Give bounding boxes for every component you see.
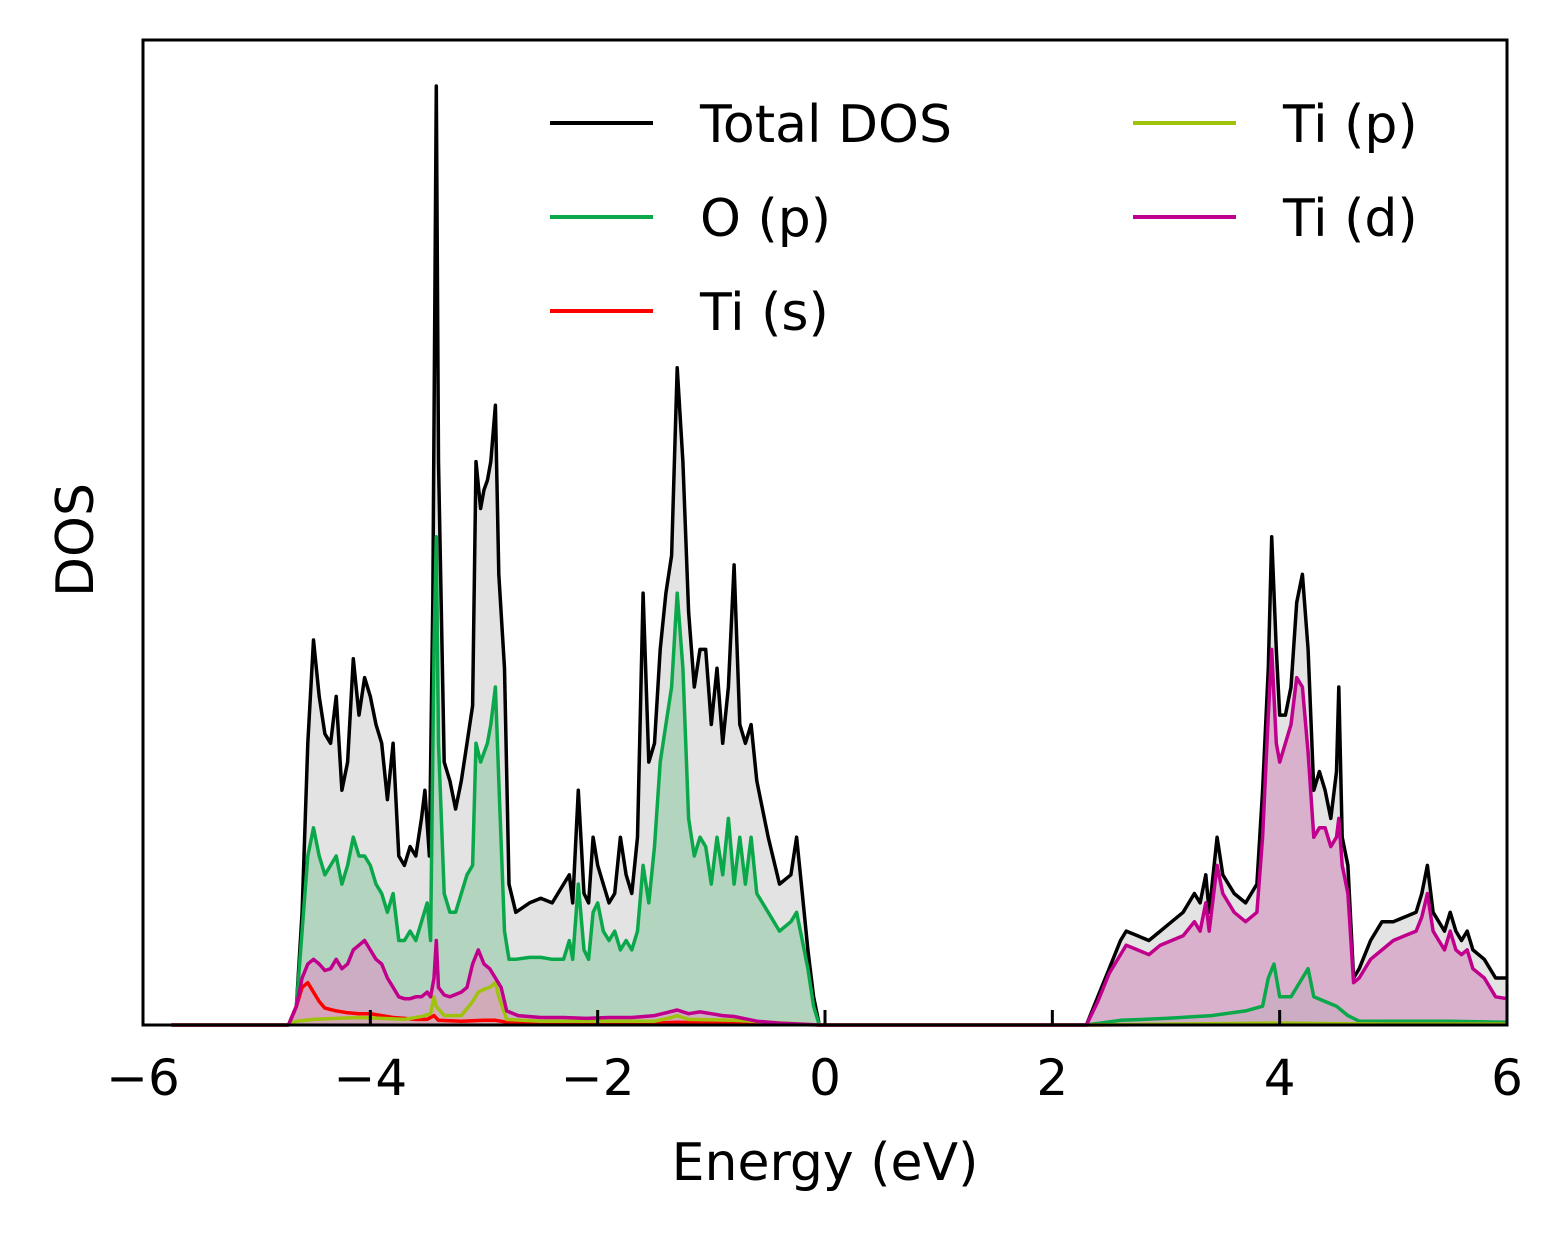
line-total-dos xyxy=(171,84,1507,1027)
x-axis-label: Energy (eV) xyxy=(672,1133,979,1193)
legend-item-ti-s: Ti (s) xyxy=(550,283,829,343)
line-ti-s xyxy=(171,980,1507,1027)
y-axis-label: DOS xyxy=(46,483,106,597)
legend: Total DOS O (p) Ti (s) Ti (p) Ti (d) xyxy=(550,95,1418,343)
legend-item-ti-d: Ti (d) xyxy=(1133,189,1418,249)
x-tick-label: 4 xyxy=(1264,1049,1296,1107)
legend-item-ti-p: Ti (p) xyxy=(1133,95,1418,155)
x-tick-label: 0 xyxy=(809,1049,841,1107)
legend-label: Total DOS xyxy=(699,95,952,155)
legend-label: Ti (s) xyxy=(699,283,829,343)
x-tick-label: 2 xyxy=(1036,1049,1068,1107)
legend-label: Ti (d) xyxy=(1282,189,1418,249)
legend-label: Ti (p) xyxy=(1282,95,1418,155)
legend-item-total-dos: Total DOS xyxy=(550,95,952,155)
x-tick-label: −2 xyxy=(561,1049,635,1107)
x-axis-ticks: −6 −4 −2 0 2 4 6 xyxy=(106,1010,1523,1107)
legend-label: O (p) xyxy=(700,189,831,249)
x-tick-label: −6 xyxy=(106,1049,180,1107)
x-tick-label: −4 xyxy=(333,1049,407,1107)
legend-item-o-p: O (p) xyxy=(550,189,831,249)
area-ti-d xyxy=(171,649,1507,1025)
x-tick-label: 6 xyxy=(1491,1049,1523,1107)
